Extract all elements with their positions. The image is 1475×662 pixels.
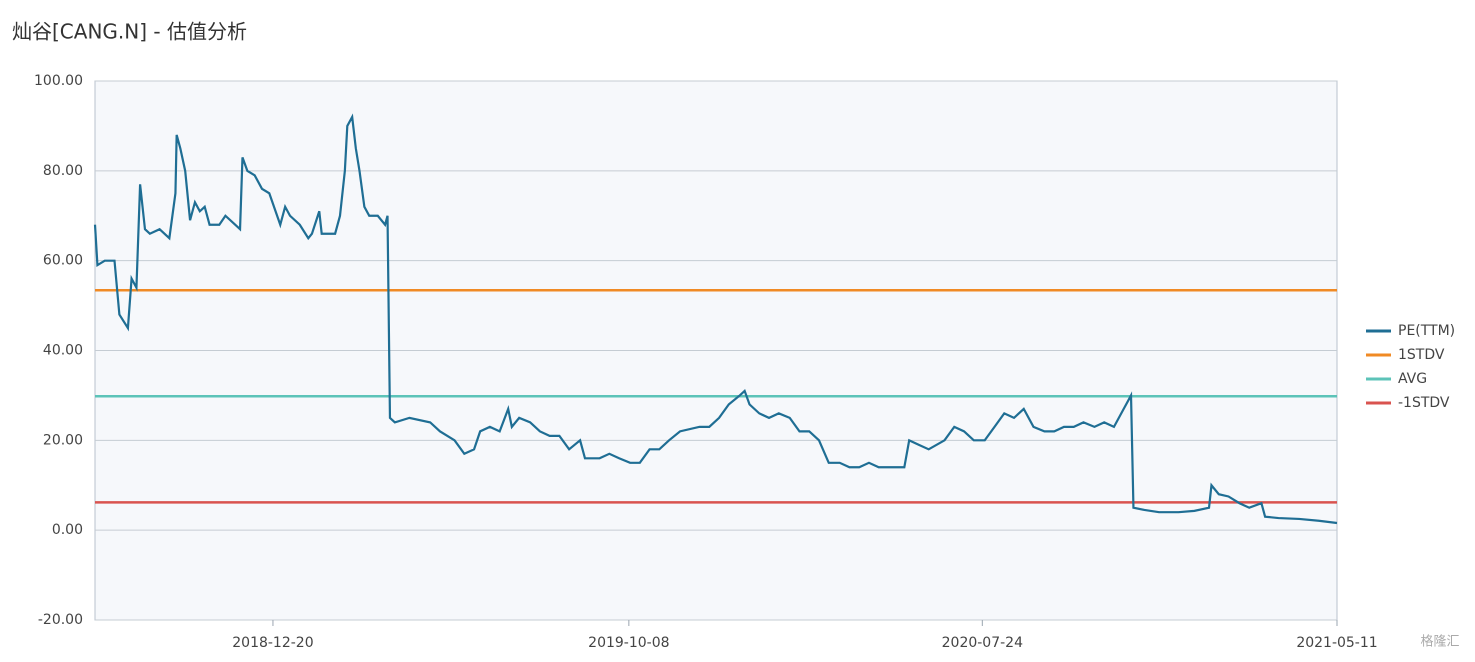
y-tick-label: 100.00 bbox=[34, 73, 83, 89]
x-tick-label: 2018-12-20 bbox=[232, 635, 313, 651]
series-line bbox=[93, 113, 1338, 525]
y-tick-label: 60.00 bbox=[43, 253, 83, 269]
legend-label: -1STDV bbox=[1398, 395, 1450, 411]
y-tick-label: 80.00 bbox=[43, 163, 83, 179]
y-tick-label: 20.00 bbox=[43, 432, 83, 448]
legend-label: 1STDV bbox=[1398, 347, 1445, 363]
y-tick-label: 40.00 bbox=[43, 343, 83, 359]
legend-label: AVG bbox=[1398, 371, 1427, 387]
legend-label: PE(TTM) bbox=[1398, 323, 1455, 339]
y-tick-label: 0.00 bbox=[52, 522, 83, 538]
x-tick-label: 2020-07-24 bbox=[942, 635, 1023, 651]
x-tick-label: 2019-10-08 bbox=[588, 635, 669, 651]
watermark: 格隆汇 bbox=[1420, 634, 1459, 650]
x-tick-label: 2021-05-11 bbox=[1296, 635, 1377, 651]
chart-title: 灿谷[CANG.N] - 估值分析 bbox=[12, 20, 247, 44]
y-tick-label: -20.00 bbox=[38, 612, 83, 628]
